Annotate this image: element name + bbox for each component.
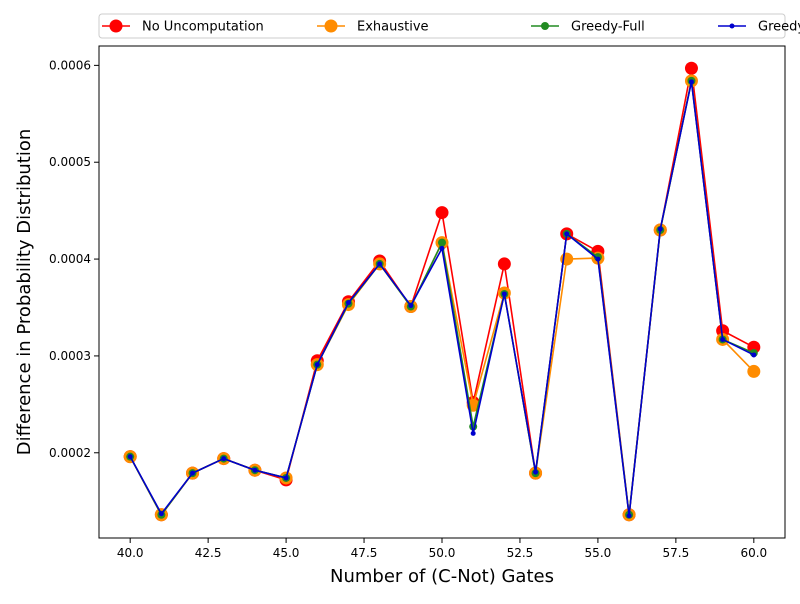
legend-label: Greedy-Partial xyxy=(758,20,800,35)
data-point-greedy-full xyxy=(438,238,446,247)
data-point-greedy-partial xyxy=(688,79,694,85)
data-point-greedy-partial xyxy=(720,336,726,342)
data-point-greedy-partial xyxy=(190,470,196,476)
legend-marker xyxy=(729,23,735,29)
legend-marker xyxy=(541,22,549,30)
data-point-exhaustive xyxy=(747,364,761,378)
data-point-greedy-partial xyxy=(439,245,445,251)
data-point-no-uncomputation xyxy=(684,61,698,75)
series-layer xyxy=(123,61,761,522)
legend-item-exhaustive: Exhaustive xyxy=(317,19,429,35)
data-point-no-uncomputation xyxy=(435,206,449,220)
data-point-greedy-partial xyxy=(595,256,601,262)
data-point-greedy-partial xyxy=(470,430,476,436)
x-tick-label: 57.5 xyxy=(663,546,690,560)
legend-item-greedy-partial: Greedy-Partial xyxy=(718,20,800,35)
data-point-greedy-partial xyxy=(345,300,351,306)
y-tick-label: 0.0005 xyxy=(49,155,91,169)
x-tick-label: 55.0 xyxy=(585,546,612,560)
x-tick-label: 42.5 xyxy=(195,546,222,560)
data-point-greedy-partial xyxy=(626,513,632,519)
x-tick-label: 40.0 xyxy=(117,546,144,560)
legend-label: Greedy-Full xyxy=(571,20,645,35)
data-point-greedy-partial xyxy=(314,362,320,368)
data-point-greedy-partial xyxy=(751,352,757,358)
data-point-greedy-partial xyxy=(408,303,414,309)
y-tick-label: 0.0002 xyxy=(49,446,91,460)
legend-marker xyxy=(324,19,338,33)
data-point-greedy-partial xyxy=(158,511,164,517)
data-point-greedy-partial xyxy=(501,291,507,297)
data-point-greedy-partial xyxy=(657,226,663,232)
y-tick-label: 0.0004 xyxy=(49,252,91,266)
x-axis-label: Number of (C-Not) Gates xyxy=(330,566,554,587)
data-point-greedy-partial xyxy=(221,456,227,462)
y-axis-label: Difference in Probability Distribution xyxy=(14,129,35,456)
series-greedy-partial xyxy=(127,79,757,519)
y-tick-label: 0.0006 xyxy=(49,58,91,72)
x-tick-label: 52.5 xyxy=(507,546,534,560)
data-point-no-uncomputation xyxy=(497,257,511,271)
legend-label: No Uncomputation xyxy=(142,20,264,35)
legend-box xyxy=(98,13,786,39)
legend-label: Exhaustive xyxy=(357,20,429,35)
data-point-greedy-partial xyxy=(127,454,133,460)
data-point-greedy-partial xyxy=(283,475,289,481)
y-tick-label: 0.0003 xyxy=(49,349,91,363)
axes-layer: 40.0 42.5 45.0 47.5 50.0 52.5 55.0 57.5 60.0 0.00… xyxy=(49,45,786,560)
x-tick-label: 47.5 xyxy=(351,546,378,560)
legend-marker xyxy=(109,19,123,33)
legend-item-greedy-full: Greedy-Full xyxy=(531,20,645,35)
x-tick-label: 50.0 xyxy=(429,546,456,560)
x-tick-label: 45.0 xyxy=(273,546,300,560)
legend-item-no-uncomputation: No Uncomputation xyxy=(102,19,264,35)
data-point-greedy-partial xyxy=(252,467,258,473)
data-point-no-uncomputation xyxy=(747,340,761,354)
x-tick-label: 60.0 xyxy=(740,546,767,560)
data-point-greedy-partial xyxy=(533,469,539,475)
data-point-greedy-partial xyxy=(377,261,383,267)
legend: No Uncomputation Exhaustive Greedy-Full Gre… xyxy=(98,13,800,39)
data-point-greedy-partial xyxy=(564,231,570,237)
